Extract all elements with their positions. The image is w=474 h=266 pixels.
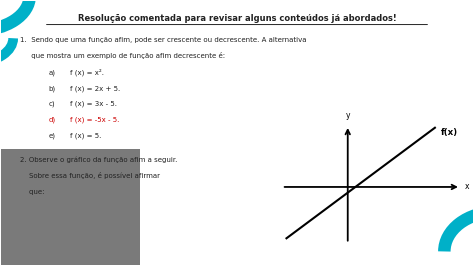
- Text: y: y: [346, 111, 350, 120]
- Text: que mostra um exemplo de função afim decrescente é:: que mostra um exemplo de função afim dec…: [20, 52, 225, 59]
- Text: d): d): [48, 117, 55, 123]
- Text: f(x): f(x): [441, 128, 458, 137]
- Text: que:: que:: [20, 189, 45, 195]
- Text: Sobre essa função, é possível afirmar: Sobre essa função, é possível afirmar: [20, 172, 160, 179]
- Text: Resolução comentada para revisar alguns conteúdos já abordados!: Resolução comentada para revisar alguns …: [78, 14, 396, 23]
- Text: f (x) = 2x + 5.: f (x) = 2x + 5.: [70, 85, 120, 92]
- Text: b): b): [48, 85, 55, 92]
- Text: c): c): [48, 101, 55, 107]
- Text: e): e): [48, 132, 55, 139]
- Text: f (x) = x².: f (x) = x².: [70, 69, 104, 76]
- FancyBboxPatch shape: [1, 149, 140, 265]
- Text: f (x) = 3x - 5.: f (x) = 3x - 5.: [70, 101, 117, 107]
- Text: f (x) = 5.: f (x) = 5.: [70, 132, 101, 139]
- Text: 2. Observe o gráfico da função afim a seguir.: 2. Observe o gráfico da função afim a se…: [20, 156, 178, 163]
- Text: a): a): [48, 69, 55, 76]
- Text: f (x) = -5x - 5.: f (x) = -5x - 5.: [70, 117, 119, 123]
- Text: 1.  Sendo que uma função afim, pode ser crescente ou decrescente. A alternativa: 1. Sendo que uma função afim, pode ser c…: [20, 36, 307, 43]
- Text: x: x: [465, 182, 469, 192]
